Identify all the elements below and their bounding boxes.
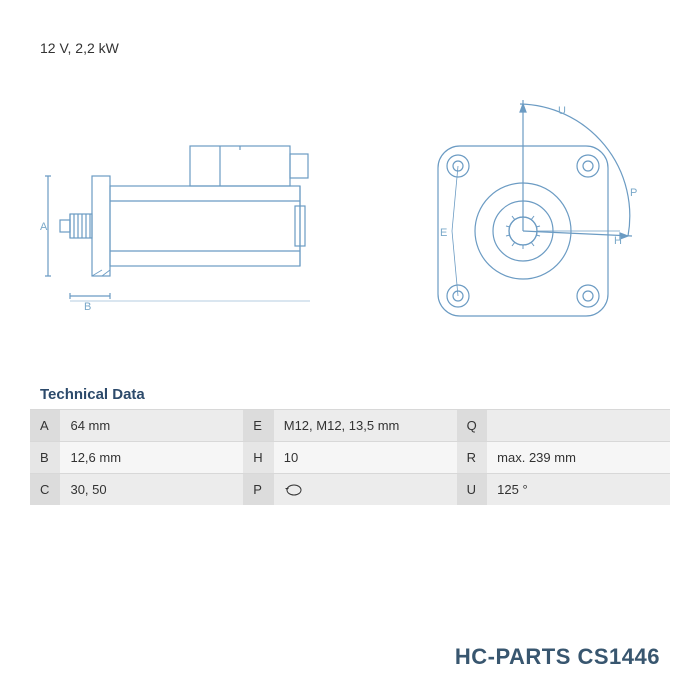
table-key: E [243,410,273,442]
dim-label-p: P [630,187,637,199]
diagram-side-view: A B [40,106,340,326]
table-key: U [457,474,488,506]
table-key: A [30,410,60,442]
table-key: Q [457,410,488,442]
table-row: C30, 50P U125 ° [30,474,670,506]
header-spec: 12 V, 2,2 kW [40,40,670,56]
table-value: 30, 50 [60,474,243,506]
table-key: P [243,474,273,506]
table-value: 64 mm [60,410,243,442]
table-value: 125 ° [487,474,670,506]
table-key: R [457,442,488,474]
diagrams-row: A B [30,76,670,356]
table-row: B12,6 mmH10Rmax. 239 mm [30,442,670,474]
dim-label-b: B [84,301,91,313]
tech-data-table: A64 mmEM12, M12, 13,5 mmQB12,6 mmH10Rmax… [30,409,670,505]
table-value: M12, M12, 13,5 mm [274,410,457,442]
table-key: C [30,474,60,506]
dim-label-u: U [558,105,566,117]
diagram-front-view: U P E H [380,86,660,346]
dim-label-h: H [614,235,622,247]
table-row: A64 mmEM12, M12, 13,5 mmQ [30,410,670,442]
table-key: H [243,442,273,474]
table-key: B [30,442,60,474]
table-value: 12,6 mm [60,442,243,474]
table-value: 10 [274,442,457,474]
table-value: max. 239 mm [487,442,670,474]
rotation-icon [284,483,304,497]
tech-data-title: Technical Data [30,386,670,403]
table-value [487,410,670,442]
table-value [274,474,457,506]
dim-label-a: A [40,221,48,233]
brand-label: HC-PARTS CS1446 [455,644,660,670]
dim-label-e: E [440,227,447,239]
